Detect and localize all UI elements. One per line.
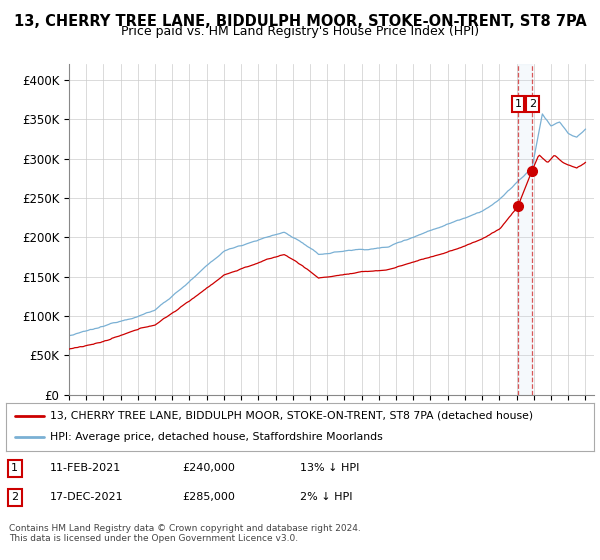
Text: 2% ↓ HPI: 2% ↓ HPI xyxy=(300,492,353,502)
Text: 1: 1 xyxy=(514,99,521,109)
Bar xyxy=(518,64,532,395)
Text: 13% ↓ HPI: 13% ↓ HPI xyxy=(300,464,359,473)
Text: 1: 1 xyxy=(11,464,19,473)
Text: Contains HM Land Registry data © Crown copyright and database right 2024.
This d: Contains HM Land Registry data © Crown c… xyxy=(9,524,361,543)
Text: 13, CHERRY TREE LANE, BIDDULPH MOOR, STOKE-ON-TRENT, ST8 7PA (detached house): 13, CHERRY TREE LANE, BIDDULPH MOOR, STO… xyxy=(50,410,533,421)
Text: 2: 2 xyxy=(11,492,19,502)
Text: 17-DEC-2021: 17-DEC-2021 xyxy=(50,492,124,502)
Text: 11-FEB-2021: 11-FEB-2021 xyxy=(50,464,121,473)
Text: HPI: Average price, detached house, Staffordshire Moorlands: HPI: Average price, detached house, Staf… xyxy=(50,432,383,442)
Text: £285,000: £285,000 xyxy=(182,492,235,502)
Text: Price paid vs. HM Land Registry's House Price Index (HPI): Price paid vs. HM Land Registry's House … xyxy=(121,25,479,38)
Text: 13, CHERRY TREE LANE, BIDDULPH MOOR, STOKE-ON-TRENT, ST8 7PA: 13, CHERRY TREE LANE, BIDDULPH MOOR, STO… xyxy=(14,14,586,29)
Text: 2: 2 xyxy=(529,99,536,109)
Text: £240,000: £240,000 xyxy=(182,464,235,473)
